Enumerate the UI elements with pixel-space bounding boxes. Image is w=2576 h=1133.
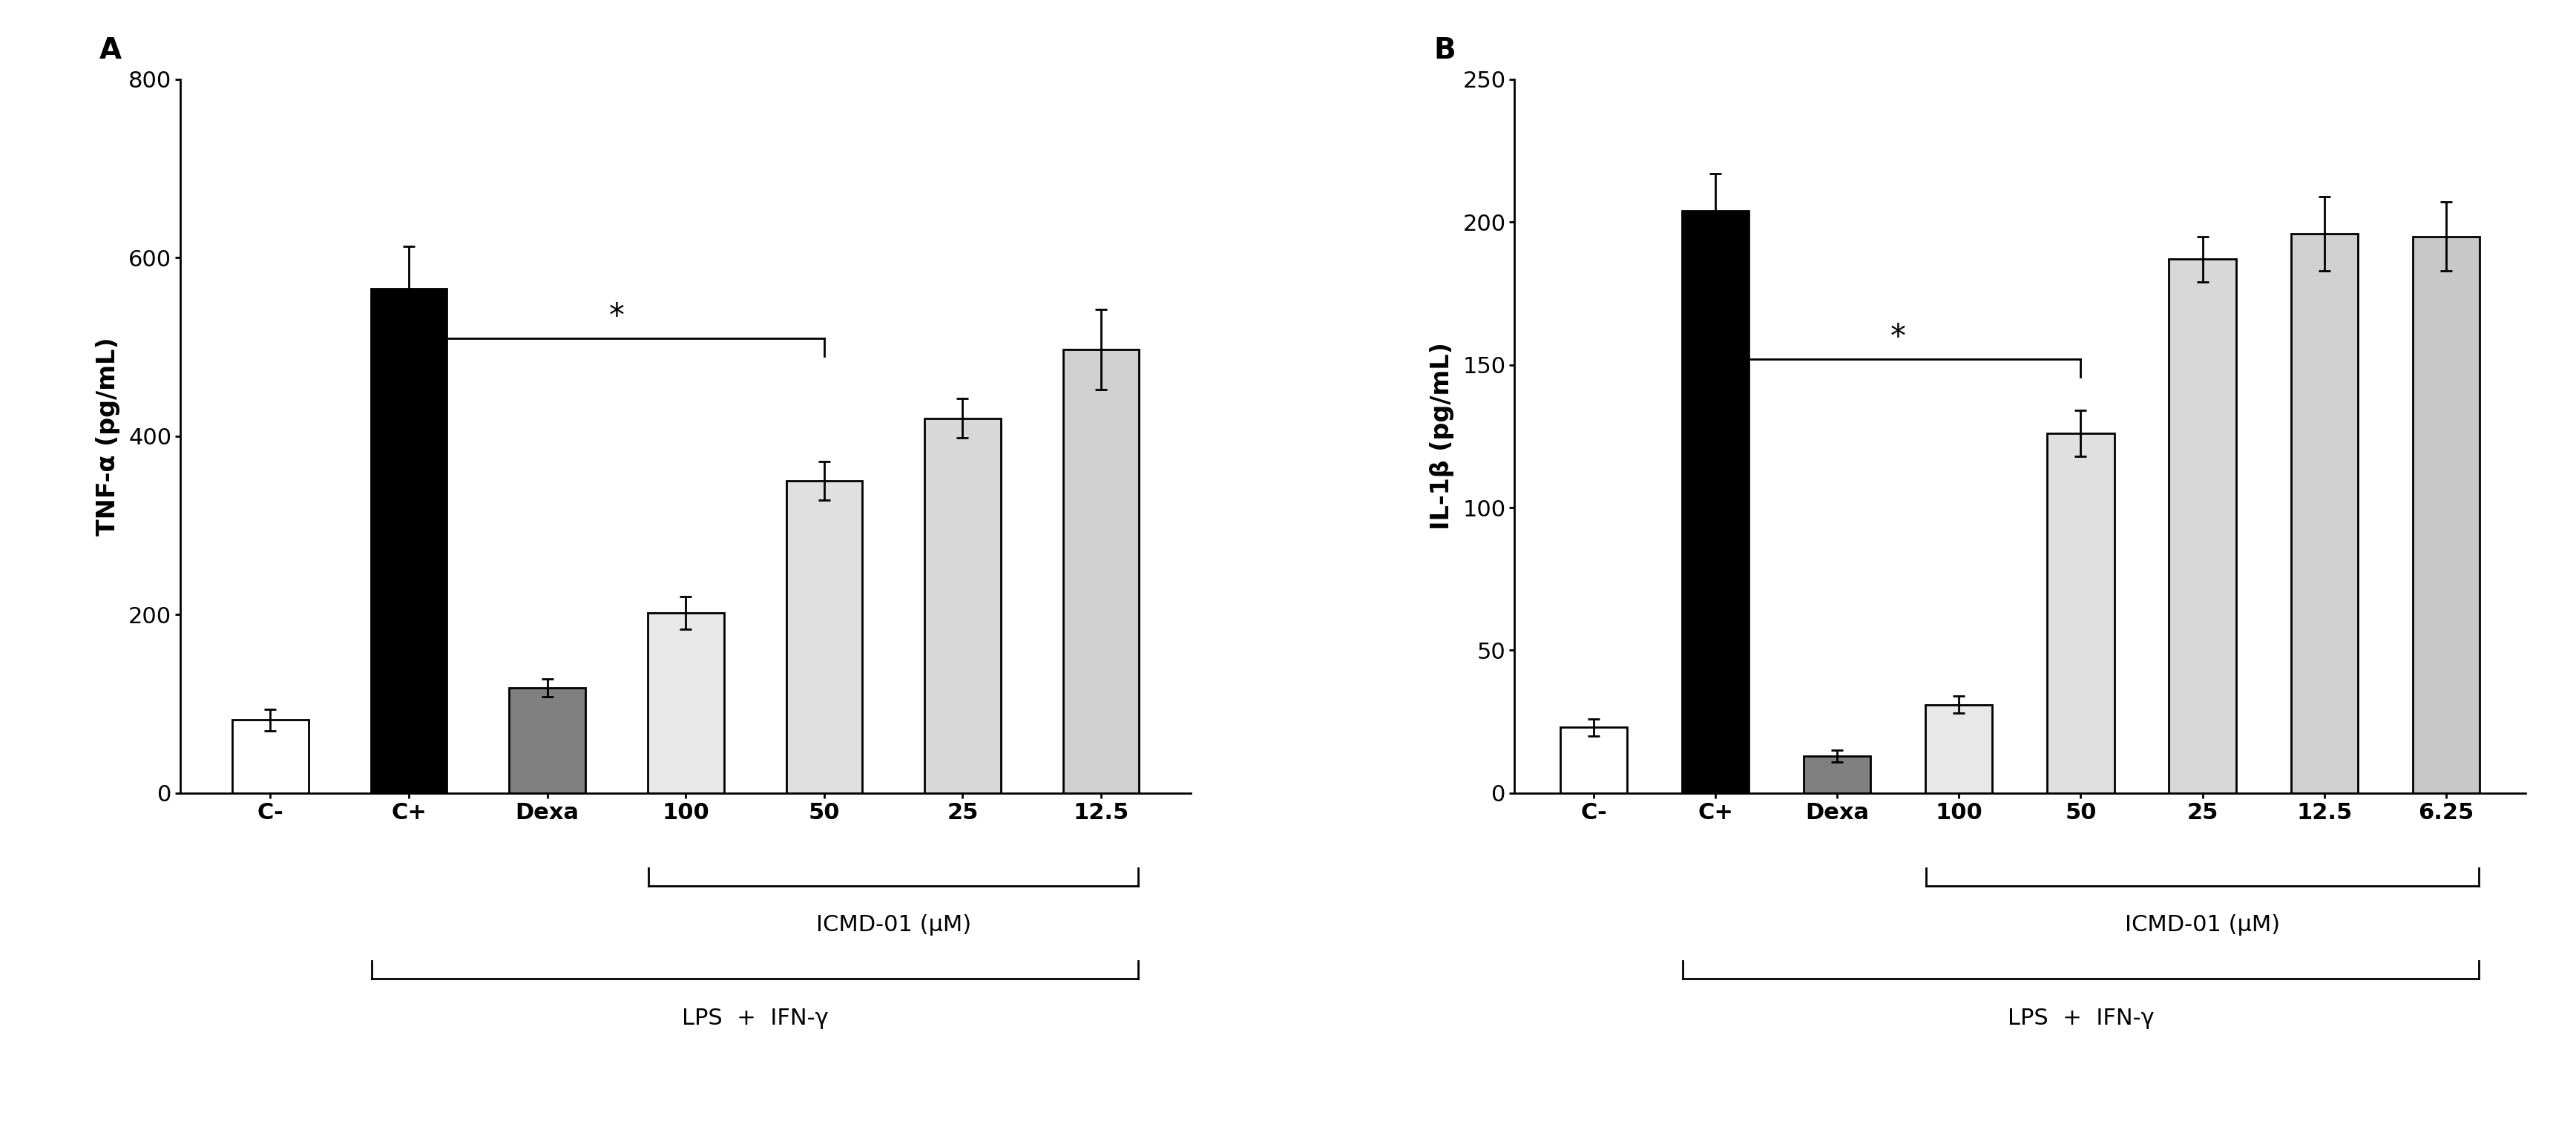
Bar <box>1924 705 1991 793</box>
Bar <box>2169 259 2236 793</box>
Y-axis label: TNF-α (pg/mL): TNF-α (pg/mL) <box>95 337 121 536</box>
Bar <box>1558 727 1625 793</box>
Bar <box>510 688 585 793</box>
Text: ICMD-01 (μM): ICMD-01 (μM) <box>2125 914 2280 936</box>
Text: ICMD-01 (μM): ICMD-01 (μM) <box>817 914 971 936</box>
Bar <box>371 289 446 793</box>
Bar <box>1064 350 1139 793</box>
Bar <box>2290 233 2357 793</box>
Bar <box>232 719 309 793</box>
Bar <box>786 480 863 793</box>
Bar <box>1682 211 1749 793</box>
Bar <box>2048 433 2115 793</box>
Bar <box>925 418 999 793</box>
Text: A: A <box>100 36 121 65</box>
Text: LPS  +  IFN-γ: LPS + IFN-γ <box>2007 1007 2154 1029</box>
Text: B: B <box>1432 36 1455 65</box>
Text: *: * <box>608 301 623 332</box>
Bar <box>2411 237 2478 793</box>
Bar <box>647 613 724 793</box>
Text: LPS  +  IFN-γ: LPS + IFN-γ <box>683 1007 827 1029</box>
Text: *: * <box>1891 322 1906 353</box>
Y-axis label: IL-1β (pg/mL): IL-1β (pg/mL) <box>1430 342 1453 530</box>
Bar <box>1803 756 1870 793</box>
